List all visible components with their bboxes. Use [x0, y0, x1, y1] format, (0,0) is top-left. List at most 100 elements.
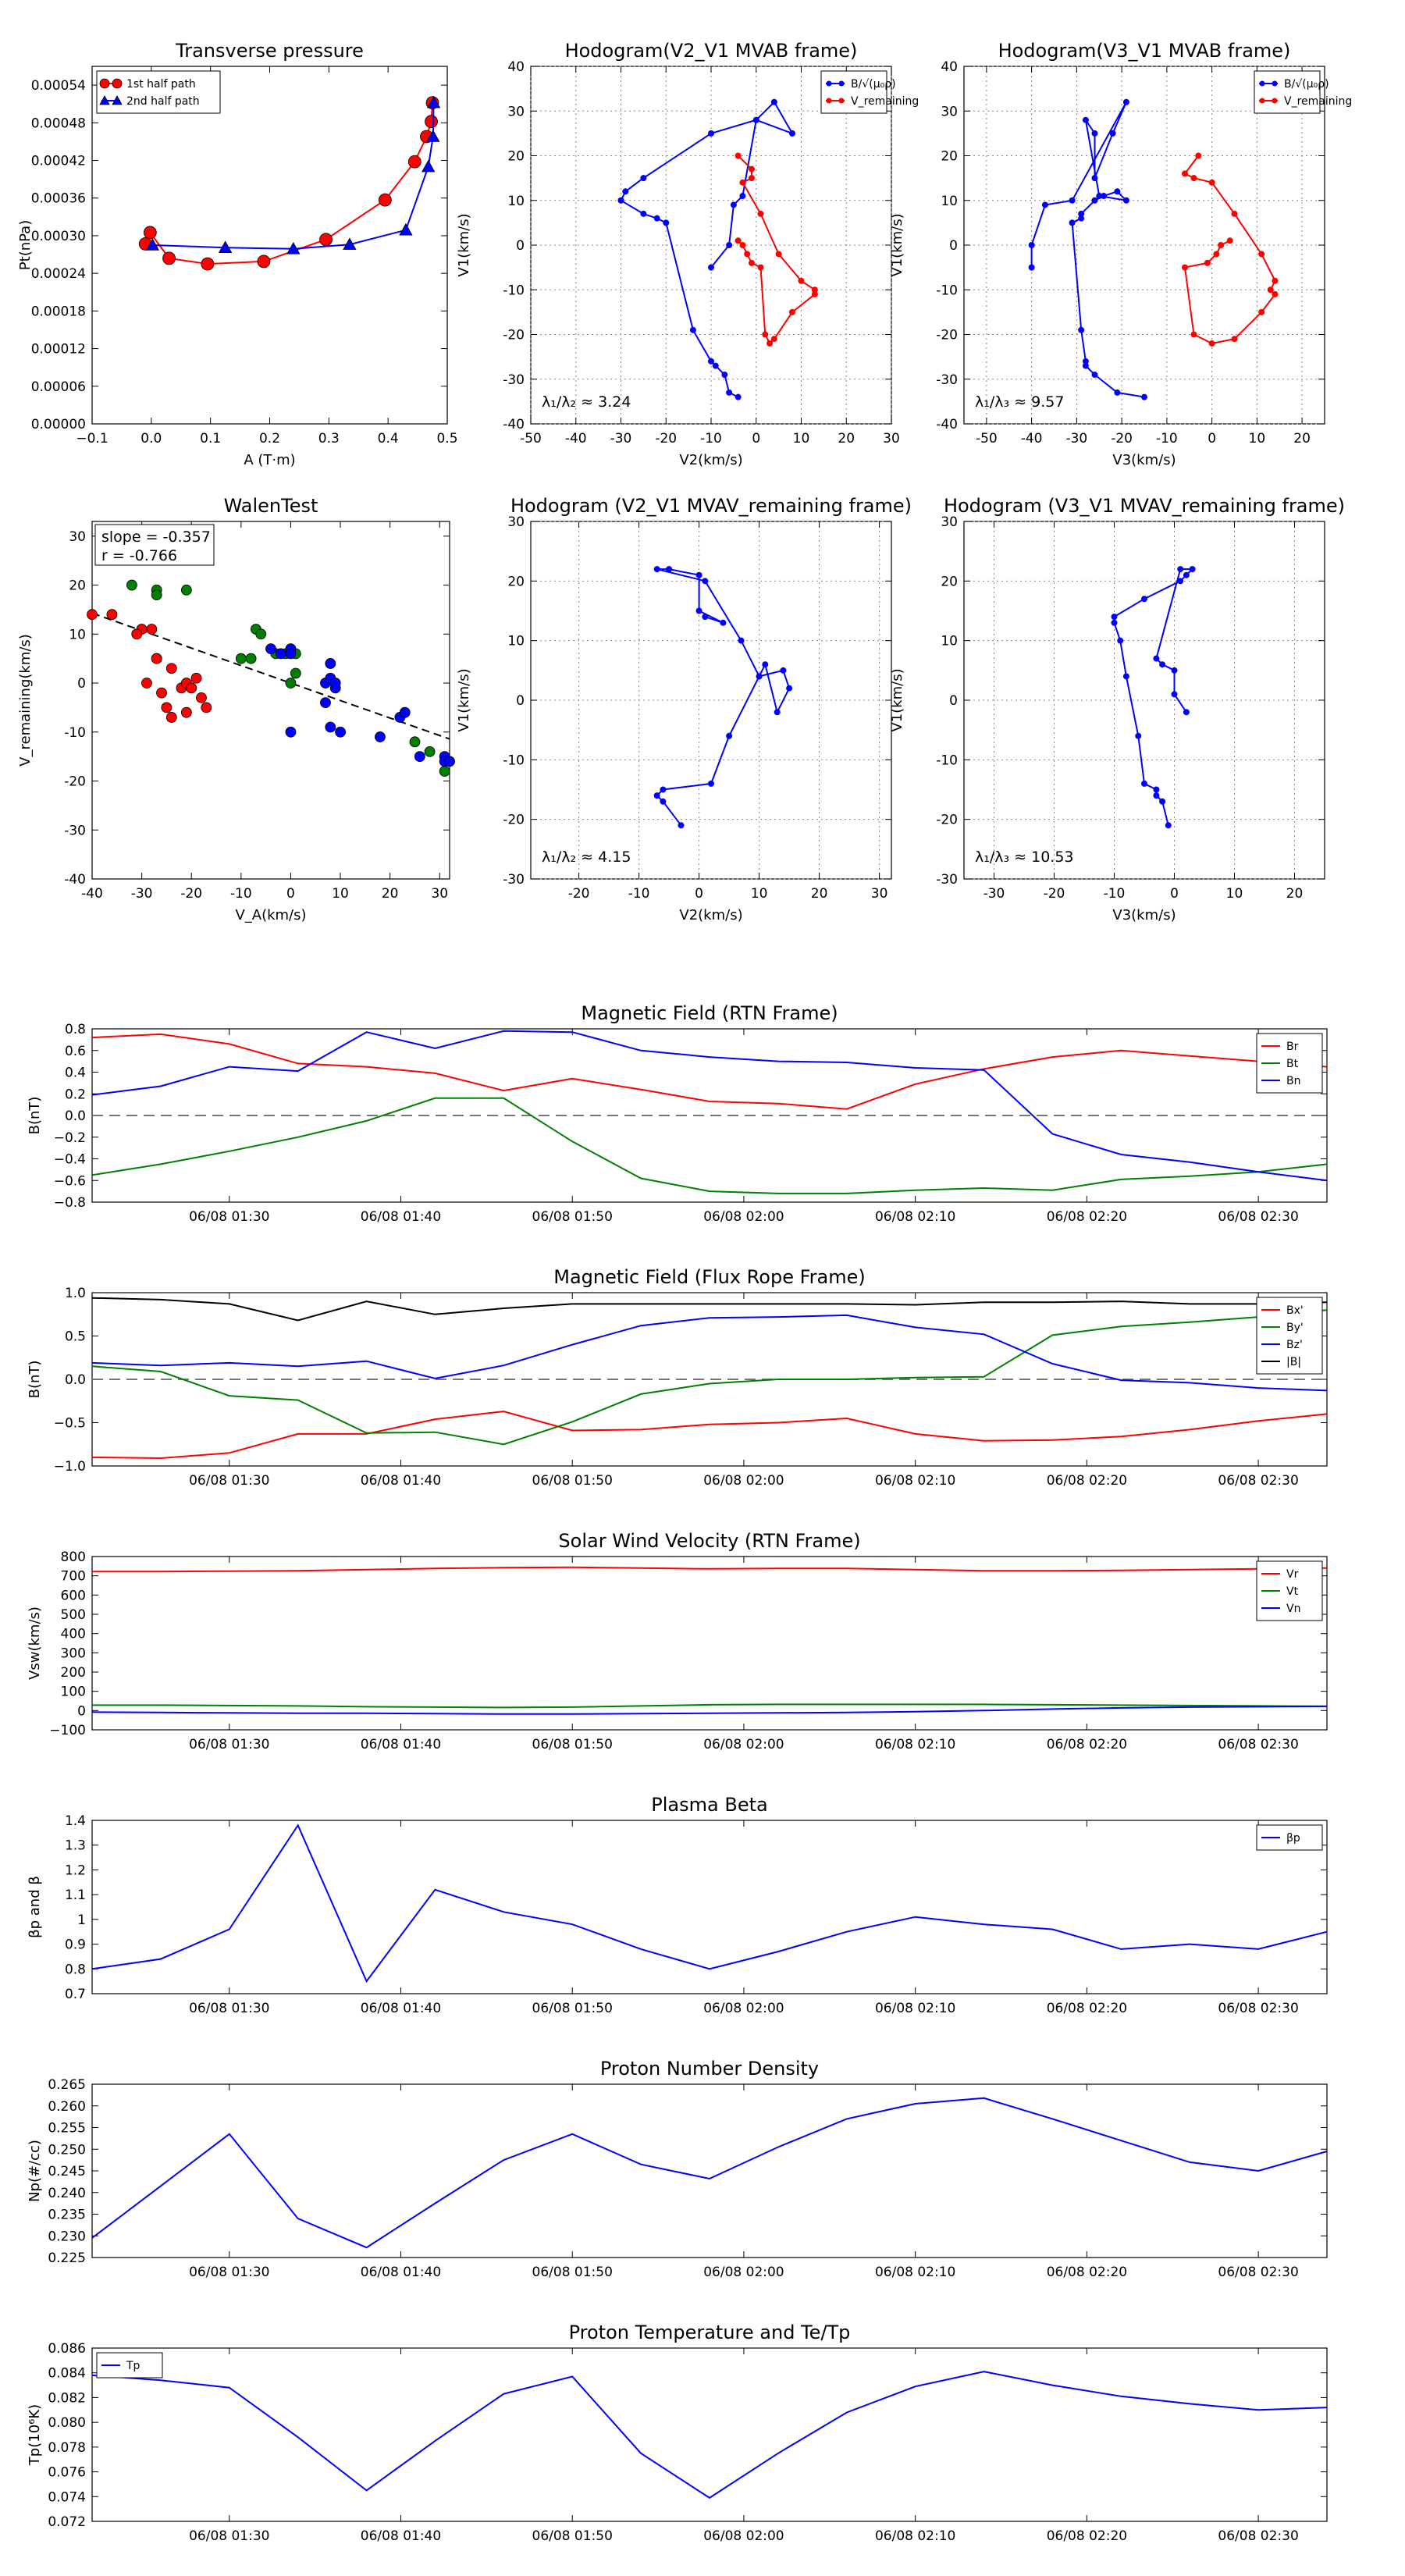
- data-point: [1091, 130, 1098, 137]
- legend-marker: [112, 78, 123, 89]
- data-point: [151, 589, 162, 601]
- x-axis-label: V2(km/s): [679, 452, 742, 468]
- data-point: [1082, 358, 1089, 365]
- data-point: [1028, 242, 1035, 248]
- y-tick-label: 800: [61, 1550, 86, 1565]
- series-0: [91, 1411, 1328, 1460]
- annotation-text: λ₁/λ₂ ≈ 4.15: [542, 849, 631, 866]
- series-line: [737, 155, 816, 345]
- y-tick-label: 0.265: [48, 2077, 86, 2093]
- annotation-box: [94, 524, 215, 566]
- data-point: [257, 254, 271, 269]
- x-tick-label: 0.4: [378, 431, 399, 447]
- y-tick-label: 30: [941, 104, 958, 119]
- data-point: [739, 242, 746, 248]
- data-point: [1041, 201, 1048, 208]
- data-point: [407, 155, 422, 169]
- series-2: [91, 1030, 1328, 1182]
- series-2: [265, 643, 455, 767]
- x-tick-label: 10: [793, 431, 810, 447]
- data-point: [788, 308, 795, 315]
- y-tick-label: -20: [936, 328, 958, 343]
- data-point: [702, 578, 709, 585]
- series-line: [91, 1030, 1328, 1182]
- y-tick-label: −1.0: [54, 1459, 86, 1475]
- data-point: [286, 241, 301, 254]
- data-point: [285, 648, 297, 660]
- data-point: [1171, 691, 1178, 698]
- y-tick-label: -40: [936, 417, 958, 432]
- y-tick-label: 40: [507, 59, 525, 75]
- legend: B/√(μ₀ρ) V_remaining: [820, 70, 919, 114]
- data-point: [165, 663, 177, 674]
- series-1: [1181, 152, 1279, 347]
- data-point: [1258, 251, 1265, 258]
- data-point: [196, 692, 207, 703]
- data-point: [1082, 116, 1089, 123]
- x-tick-label: 20: [382, 886, 399, 902]
- series-0: [87, 609, 212, 723]
- data-point: [1272, 277, 1279, 284]
- data-point: [1091, 372, 1098, 379]
- legend-label: V_remaining: [851, 95, 919, 108]
- data-point: [1109, 130, 1116, 137]
- y-tick-label: 700: [61, 1569, 86, 1585]
- series-0: [138, 96, 439, 271]
- series-line: [91, 1705, 1328, 1715]
- x-tick-label: 06/08 01:40: [361, 2001, 441, 2016]
- data-point: [190, 672, 202, 684]
- series-line: [91, 1823, 1328, 1984]
- annotation-text: λ₁/λ₃ ≈ 10.53: [975, 849, 1074, 866]
- y-tick-label: 10: [941, 634, 958, 649]
- x-tick-label: 0: [752, 431, 760, 447]
- y-axis-label: βp and β: [27, 1876, 43, 1938]
- legend: Br Bt Bn: [1256, 1033, 1323, 1094]
- y-tick-label: 400: [61, 1627, 86, 1642]
- x-tick-label: 06/08 01:50: [532, 1209, 613, 1225]
- legend-label: |B|: [1286, 1356, 1301, 1368]
- series-line: [91, 1411, 1328, 1460]
- data-point: [422, 159, 436, 173]
- data-point: [335, 726, 346, 738]
- data-point: [708, 780, 714, 787]
- y-axis-label: Tp(10⁶K): [27, 2404, 43, 2466]
- y-tick-label: −0.5: [54, 1416, 86, 1432]
- data-point: [444, 756, 455, 767]
- data-point: [343, 237, 357, 250]
- x-tick-label: 0: [286, 886, 295, 902]
- data-point: [218, 240, 233, 254]
- legend: B/√(μ₀ρ) V_remaining: [1254, 70, 1352, 114]
- series-1: [91, 1097, 1328, 1194]
- y-tick-label: 0: [77, 676, 86, 692]
- series-0: [92, 1566, 1328, 1573]
- data-point: [738, 637, 745, 644]
- y-tick-label: 1: [77, 1912, 86, 1928]
- legend-marker: [112, 95, 123, 105]
- x-tick-label: 0: [695, 886, 703, 902]
- y-tick-label: 0.072: [48, 2514, 86, 2530]
- y-tick-label: 1.0: [65, 1286, 86, 1301]
- series-line: [152, 102, 435, 250]
- y-tick-label: 1.3: [65, 1838, 86, 1854]
- y-tick-label: 10: [507, 194, 525, 209]
- series-line: [92, 1566, 1328, 1573]
- x-tick-label: 06/08 02:10: [875, 1473, 955, 1489]
- x-tick-label: -40: [565, 431, 587, 447]
- series-0: [91, 2371, 1328, 2500]
- legend-marker: [1259, 98, 1265, 104]
- x-tick-label: -50: [976, 431, 998, 447]
- x-tick-label: 06/08 01:30: [189, 1473, 269, 1489]
- x-tick-label: 06/08 02:10: [875, 1737, 955, 1752]
- y-axis-label: V1(km/s): [456, 668, 472, 731]
- legend-label: By': [1286, 1322, 1304, 1334]
- series-line: [91, 2097, 1328, 2249]
- data-point: [375, 731, 386, 742]
- series-0: [91, 1823, 1328, 1984]
- series-3: [91, 1297, 1328, 1322]
- data-point: [1165, 822, 1172, 829]
- x-tick-label: -20: [1044, 886, 1065, 902]
- y-tick-label: 20: [507, 574, 525, 589]
- data-point: [1153, 792, 1160, 799]
- legend-label: βp: [1286, 1832, 1300, 1845]
- y-axis-label: V_remaining(km/s): [17, 634, 34, 767]
